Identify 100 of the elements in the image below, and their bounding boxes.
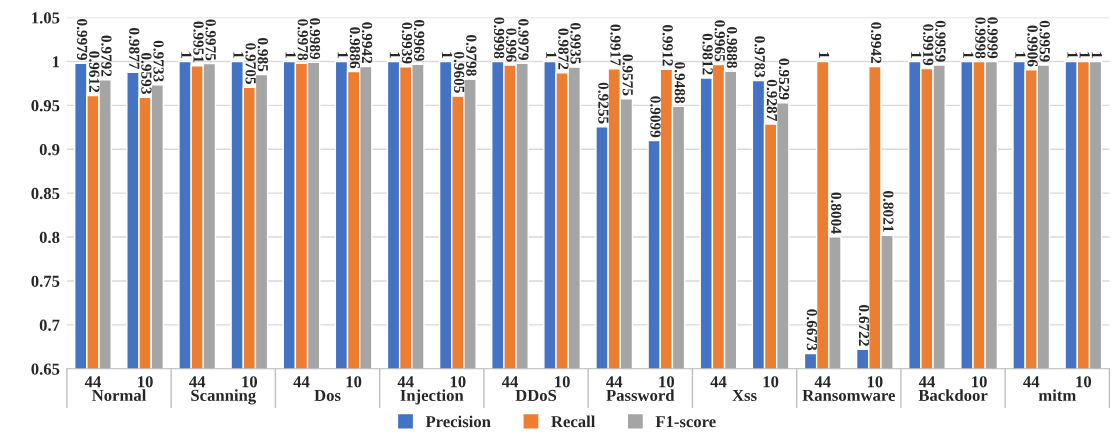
legend-label: Precision	[425, 415, 491, 428]
data-label: 1	[285, 52, 296, 58]
text: Ransomware	[802, 389, 895, 402]
data-label: 0.9575	[622, 54, 633, 96]
y-tick-label: 0.95	[31, 100, 60, 112]
data-label: 0.9942	[870, 22, 882, 64]
data-label: 1	[337, 52, 348, 58]
data-label: 1	[233, 52, 244, 58]
y-tick-label: 0.85	[31, 187, 60, 200]
data-label: 0.9783	[754, 36, 765, 78]
data-label: 0.9488	[674, 62, 685, 104]
y-tick-label: 0.65	[31, 363, 60, 375]
data-label: 0.9792	[101, 35, 112, 77]
data-label: 1	[819, 52, 830, 58]
data-label: 0.9965	[714, 20, 725, 62]
data-label: 0.9877	[129, 28, 140, 70]
data-label: 0.9612	[89, 51, 100, 93]
data-label: 0.8004	[831, 192, 842, 234]
y-tick-label: 1.05	[32, 12, 60, 24]
data-label: 0.9979	[518, 19, 529, 60]
data-label: 0.9255	[598, 82, 609, 124]
x-tick-label: 10	[242, 376, 258, 388]
y-tick-label: 1	[52, 56, 60, 68]
data-label: 0.9593	[141, 52, 152, 94]
text: Dos	[314, 389, 341, 402]
x-tick-label: 10	[138, 376, 153, 388]
data-label: 0.9935	[570, 22, 581, 64]
x-tick-label: 10	[972, 376, 987, 388]
text: mitm	[1038, 389, 1076, 402]
x-tick-label: 44	[710, 376, 727, 388]
x-tick-label: 10	[659, 376, 675, 388]
data-label: 1	[389, 52, 400, 58]
data-label: 1	[1015, 52, 1026, 58]
x-tick-label: 44	[1023, 376, 1040, 388]
data-label: 0.9906	[1027, 25, 1038, 67]
data-label: 1	[181, 52, 192, 58]
data-label: 0.9951	[193, 21, 204, 63]
y-tick-label: 0.8	[39, 231, 60, 244]
text: Scanning	[191, 389, 256, 405]
x-tick-label: 10	[867, 376, 883, 388]
data-label: 0.9872	[558, 28, 569, 70]
data-label: 0.9989	[309, 18, 321, 60]
data-label: 0.6722	[858, 305, 870, 346]
data-label: 0.9812	[702, 33, 713, 75]
y-tick-label: 0.7	[39, 319, 60, 331]
data-label: 0.9798	[466, 34, 477, 76]
data-label: 0.6673	[806, 309, 818, 351]
x-tick-label: 44	[501, 376, 518, 388]
data-label: 0.9529	[778, 58, 790, 100]
data-label: 1	[911, 52, 922, 58]
legend-label: Recall	[551, 415, 596, 428]
x-tick-label: 10	[450, 376, 466, 388]
text: Normal	[92, 389, 147, 402]
x-tick-label: 10	[555, 376, 570, 388]
data-label: 0.9886	[349, 27, 361, 69]
data-label: 0.9888	[726, 27, 738, 69]
y-tick-label: 0.9	[39, 143, 60, 156]
x-tick-label: 44	[814, 376, 831, 388]
data-label: 0.9999	[987, 17, 998, 59]
data-label: 0.9942	[361, 22, 373, 64]
x-tick-label: 44	[918, 376, 936, 388]
text: Backdoor	[918, 389, 988, 402]
text: Xss	[732, 389, 757, 402]
x-tick-label: 44	[84, 376, 101, 388]
data-label: 0.9605	[453, 51, 465, 93]
data-label: 0.9939	[401, 22, 413, 64]
x-tick-label: 10	[346, 376, 362, 388]
x-tick-label: 44	[606, 376, 623, 388]
text: Password	[606, 389, 675, 402]
data-label: 1	[963, 52, 974, 58]
data-label: 0.996	[506, 28, 517, 62]
x-tick-label: 44	[293, 376, 310, 388]
data-label: 1	[546, 52, 557, 58]
text: DDoS	[515, 389, 557, 402]
data-label: 0.985	[257, 38, 268, 72]
x-tick-label: 10	[763, 376, 779, 388]
data-label: 0.9979	[76, 19, 88, 60]
data-label: 1	[442, 52, 453, 58]
data-label: 1	[1067, 52, 1078, 58]
data-label: 1	[1079, 52, 1090, 58]
data-label: 0.9733	[153, 40, 164, 82]
x-tick-label: 44	[189, 376, 206, 388]
data-label: 0.8021	[883, 191, 894, 232]
data-label: 0.9919	[923, 24, 934, 66]
legend-label: F1-score	[655, 416, 716, 428]
data-label: 0.9998	[975, 17, 986, 59]
data-label: 0.9975	[205, 19, 216, 61]
y-tick-label: 0.75	[31, 275, 60, 287]
data-label: 0.9705	[245, 43, 256, 85]
data-label: 0.9912	[662, 24, 673, 66]
data-label: 1	[1091, 52, 1102, 58]
data-label: 0.9099	[650, 96, 661, 138]
data-label: 0.9978	[297, 19, 308, 61]
data-label: 0.9959	[935, 20, 946, 62]
x-tick-label: 44	[397, 376, 414, 388]
data-label: 0.9969	[413, 19, 425, 61]
data-label: 0.9998	[493, 17, 505, 59]
data-label: 0.9959	[1039, 20, 1050, 62]
data-label: 0.9287	[766, 79, 778, 121]
data-label: 0.9917	[610, 24, 621, 66]
